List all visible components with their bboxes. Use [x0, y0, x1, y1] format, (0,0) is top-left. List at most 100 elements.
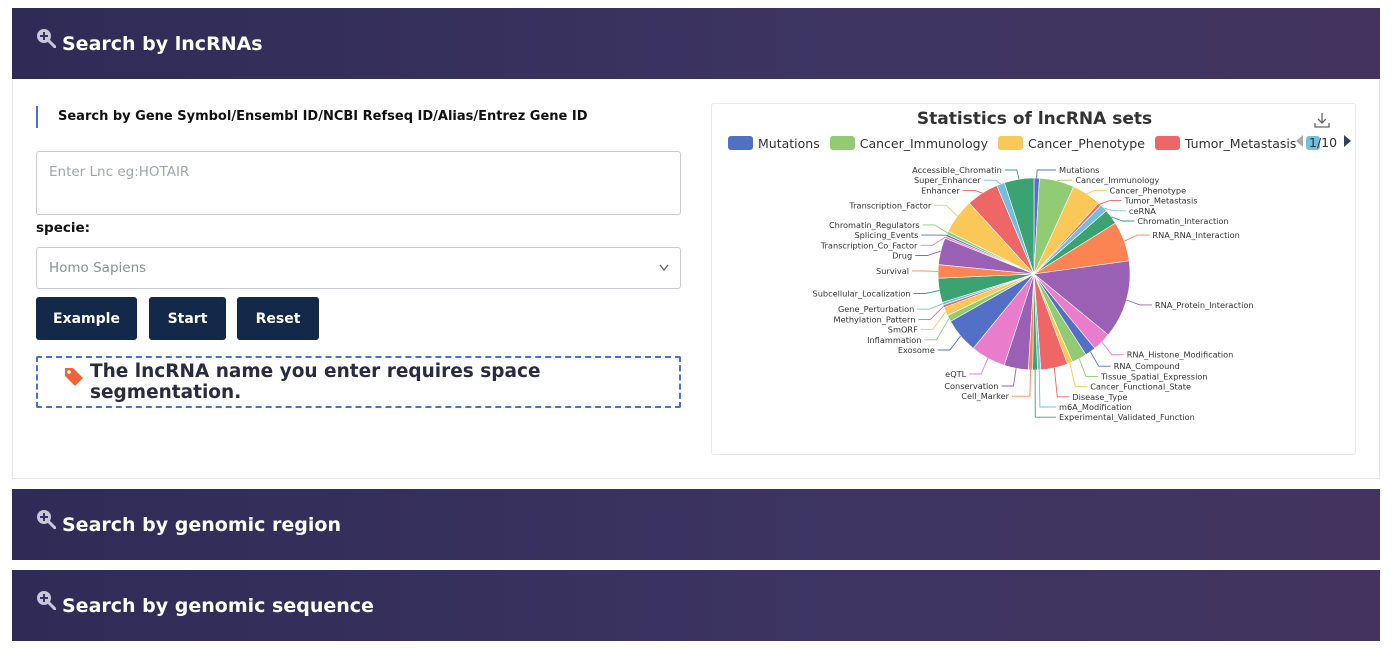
panel-title-sequence: Search by genomic sequence: [62, 594, 374, 617]
search-label: Search by Gene Symbol/Ensembl ID/NCBI Re…: [36, 106, 588, 128]
pie-slice-label: Tumor_Metastasis: [1123, 196, 1197, 206]
legend-swatch: [1154, 136, 1180, 150]
pie-slice-label: Gene_Perturbation: [838, 304, 914, 314]
chevron-down-icon: [658, 248, 670, 304]
download-icon[interactable]: [1313, 111, 1331, 133]
notice-box: The lncRNA name you enter requires space…: [36, 356, 681, 408]
pie-slice-label: RNA_Protein_Interaction: [1155, 300, 1254, 310]
pie-label-line: [937, 335, 961, 351]
pie-label-line: [1012, 369, 1031, 397]
pie-label-line: [920, 311, 947, 331]
legend-swatch: [997, 136, 1023, 150]
notice-text: The lncRNA name you enter requires space…: [90, 361, 541, 403]
pie-slice-label: Super_Enhancer: [914, 175, 981, 185]
lncrna-search-input[interactable]: [36, 151, 681, 215]
legend-prev-icon[interactable]: [1294, 134, 1306, 151]
panel-title-region: Search by genomic region: [62, 513, 341, 536]
pie-label-line: [1078, 358, 1098, 377]
pie-label-line: [983, 179, 1001, 185]
pie-label-line: [918, 305, 944, 320]
pie-slice-label: Chromatin_Regulators: [829, 220, 920, 230]
pie-label-line: [1038, 369, 1056, 408]
pie-label-line: [1099, 200, 1122, 205]
legend-item[interactable]: Cancer_Immunology: [829, 135, 988, 151]
pie-label-line: [1103, 207, 1126, 212]
legend-swatch: [728, 136, 753, 150]
pie-slice-label: Disease_Type: [1072, 392, 1127, 402]
pie-slice-label: Transcription_Factor: [848, 200, 931, 210]
tag-icon: [64, 367, 84, 392]
pie-slice-label: Subcellular_Localization: [813, 289, 911, 299]
pie-label-line: [1090, 351, 1111, 367]
pie-slice-label: Methylation_Pattern: [834, 314, 916, 324]
start-button[interactable]: Start: [149, 297, 226, 340]
legend-item[interactable]: Mutations: [728, 136, 820, 151]
specie-select[interactable]: Homo Sapiens: [36, 247, 681, 289]
pie-label-line: [917, 303, 943, 310]
specie-selected-value: Homo Sapiens: [49, 260, 147, 276]
chart-legend: Mutations Cancer_Immunology Cancer_Pheno…: [728, 134, 1335, 152]
legend-label: Cancer_Immunology: [859, 135, 988, 151]
zoom-in-icon: [36, 28, 62, 56]
pie-slice-label: Mutations: [1059, 165, 1099, 175]
pie-slice-label: Cancer_Functional_State: [1090, 382, 1191, 392]
pie-label-line: [1086, 189, 1107, 195]
pie-slice-label: Survival: [876, 266, 909, 276]
pie-slice-label: Inflammation: [867, 335, 921, 345]
pie-label-line: [1069, 362, 1088, 388]
pie-label-line: [934, 204, 958, 217]
pie-slice-label: m6A_Modification: [1059, 402, 1132, 412]
pie-label-line: [924, 318, 950, 341]
pie-label-line: [1001, 368, 1017, 387]
legend-label: Mutations: [758, 135, 820, 151]
pie-slice-label: Chromatin_Interaction: [1137, 216, 1228, 226]
pie-slice-label: Cancer_Phenotype: [1110, 185, 1187, 195]
pie-slice-label: Exosome: [898, 345, 935, 355]
pie-label-line: [1124, 234, 1150, 242]
pie-label-line: [969, 358, 989, 375]
pie-slice-label: eQTL: [945, 369, 966, 379]
pie-label-line: [920, 236, 946, 246]
example-button[interactable]: Example: [36, 297, 137, 340]
legend-swatch: [829, 136, 855, 150]
pie-slice-label: RNA_Histone_Modification: [1127, 350, 1234, 360]
specie-label: specie:: [36, 220, 91, 236]
pie-label-line: [1126, 299, 1152, 306]
pie-slice-label: Enhancer: [921, 185, 960, 195]
pie-slice-label: Drug: [892, 251, 912, 261]
pie-label-line: [1034, 369, 1056, 418]
pie-label-line: [1036, 169, 1056, 179]
pie-label-line: [1056, 179, 1073, 182]
panel-title-lncrna: Search by lncRNAs: [62, 32, 263, 55]
pie-label-line: [962, 189, 983, 194]
legend-label: Cancer_Phenotype: [1027, 135, 1145, 151]
pie-slice-label: Conservation: [944, 381, 998, 391]
panel-header-lncrna[interactable]: Search by lncRNAs: [12, 8, 1380, 79]
pie-label-line: [912, 270, 939, 272]
legend-item[interactable]: Cancer_Phenotype: [997, 135, 1145, 151]
pie-slice-label: Splicing_Events: [854, 230, 918, 240]
panel-header-sequence[interactable]: Search by genomic sequence: [12, 570, 1380, 641]
pie-slice-label: Experimental_Validated_Function: [1059, 412, 1195, 422]
zoom-in-icon: [36, 590, 62, 618]
lncrna-stats-chart: Statistics of lncRNA sets Mutations Canc…: [711, 103, 1356, 455]
panel-header-region[interactable]: Search by genomic region: [12, 489, 1380, 560]
legend-swatch: [1306, 136, 1321, 150]
pie-label-line: [1110, 216, 1135, 222]
legend-item[interactable]: Tumor_Metastasis: [1154, 135, 1297, 151]
pie-slice-label: ceRNA: [1129, 206, 1156, 216]
pie-slice-label: Transcription_Co_Factor: [820, 240, 918, 250]
pie-label-line: [913, 289, 940, 294]
pie-slice-label: Accessible_Chromatin: [912, 165, 1002, 175]
pie-slice-label: SmORF: [888, 325, 918, 335]
legend-item-partial[interactable]: [1306, 136, 1325, 150]
pie-slice-label: RNA_RNA_Interaction: [1152, 230, 1239, 240]
pie-chart: MutationsCancer_ImmunologyCancer_Phenoty…: [813, 165, 1254, 422]
zoom-in-icon: [36, 509, 62, 537]
legend-label: Tumor_Metastasis: [1184, 135, 1297, 151]
legend-next-icon[interactable]: [1341, 134, 1353, 151]
pie-label-line: [1004, 169, 1020, 180]
reset-button[interactable]: Reset: [237, 297, 319, 340]
pie-label-line: [1101, 341, 1124, 356]
pie-slice-label: Cell_Marker: [961, 391, 1009, 401]
